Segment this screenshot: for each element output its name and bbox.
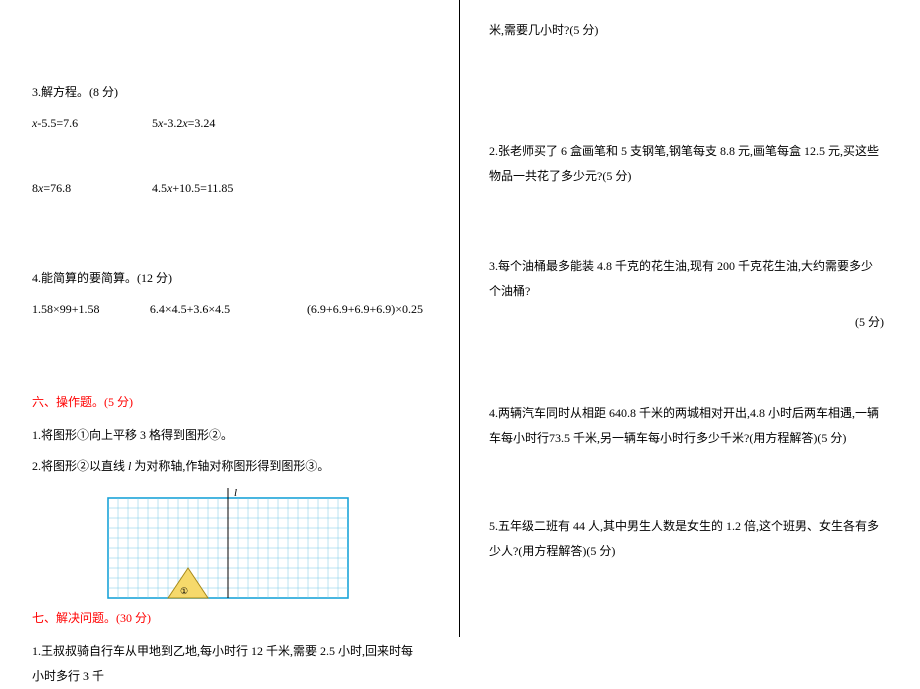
sec7-item1: 1.王叔叔骑自行车从甲地到乙地,每小时行 12 千米,需要 2.5 小时,回来时… bbox=[32, 639, 423, 689]
q4-title: 4.能简算的要简算。(12 分) bbox=[32, 266, 423, 291]
problem-4: 4.两辆汽车同时从相距 640.8 千米的两城相对开出,4.8 小时后两车相遇,… bbox=[489, 401, 884, 451]
problem-2: 2.张老师买了 6 盒画笔和 5 支钢笔,钢笔每支 8.8 元,画笔每盒 12.… bbox=[489, 139, 884, 189]
sec6-item2: 2.将图形②以直线 l 为对称轴,作轴对称图形得到图形③。 bbox=[32, 454, 423, 479]
grid-figure: l① bbox=[107, 486, 349, 600]
problem-3b: (5 分) bbox=[489, 310, 884, 335]
svg-text:l: l bbox=[234, 487, 237, 499]
p1-continuation: 米,需要几小时?(5 分) bbox=[489, 18, 884, 43]
section-6-title: 六、操作题。(5 分) bbox=[32, 390, 423, 415]
problem-3a: 3.每个油桶最多能装 4.8 千克的花生油,现有 200 千克花生油,大约需要多… bbox=[489, 254, 884, 304]
q4-row: 1.58×99+1.58 6.4×4.5+3.6×4.5 (6.9+6.9+6.… bbox=[32, 297, 423, 322]
q3-row2: 8x=76.8 4.5x+10.5=11.85 bbox=[32, 176, 423, 201]
q3-title: 3.解方程。(8 分) bbox=[32, 80, 423, 105]
section-7-title: 七、解决问题。(30 分) bbox=[32, 606, 423, 631]
svg-text:①: ① bbox=[180, 586, 188, 596]
sec6-item1: 1.将图形①向上平移 3 格得到图形②。 bbox=[32, 423, 423, 448]
q3-row1: x-5.5=7.6 5x-3.2x=3.24 bbox=[32, 111, 423, 136]
problem-5: 5.五年级二班有 44 人,其中男生人数是女生的 1.2 倍,这个班男、女生各有… bbox=[489, 514, 884, 564]
